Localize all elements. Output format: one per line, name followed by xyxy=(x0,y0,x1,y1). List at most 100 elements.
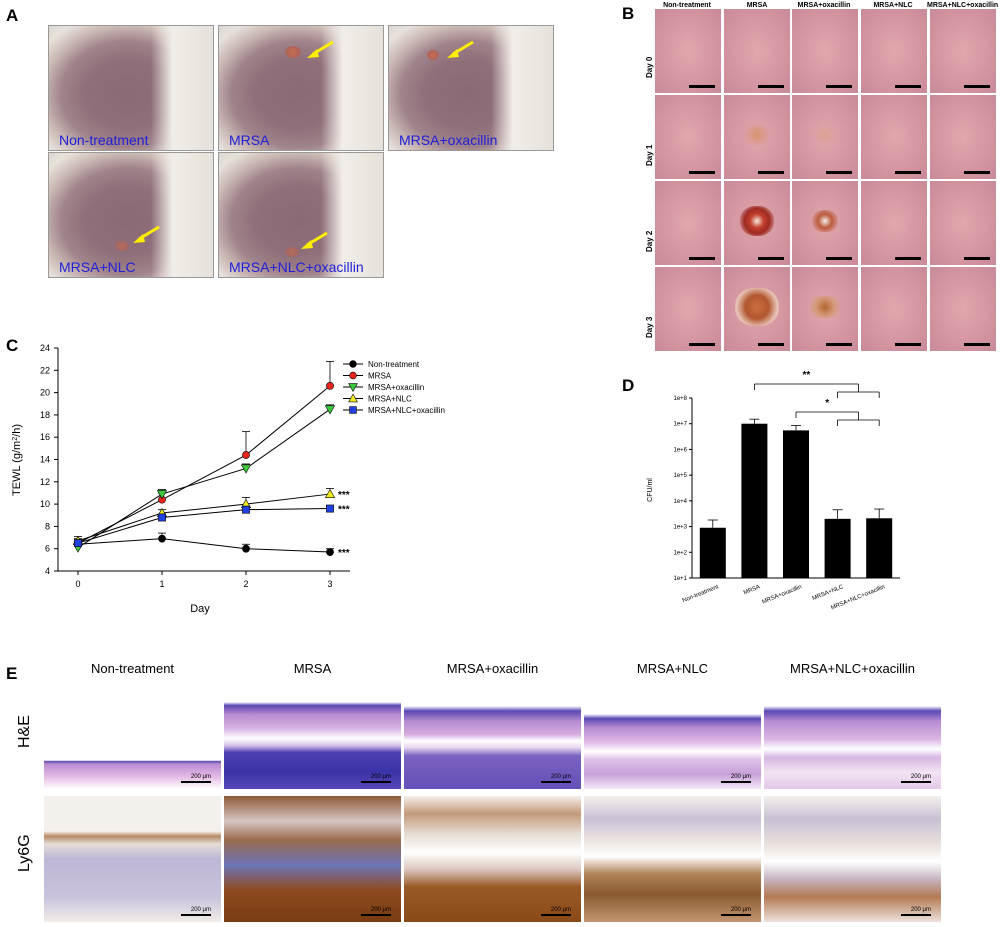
scale-bar xyxy=(758,343,784,346)
panel-b-row-label: Day 1 xyxy=(645,144,654,166)
photo-mrsa-nlc: MRSA+NLC xyxy=(48,152,214,278)
panel-b-column-header: MRSA+NLC xyxy=(873,2,913,9)
scale-bar-label: 200 μm xyxy=(370,774,391,780)
photo-label: MRSA+NLC xyxy=(59,259,136,275)
scale-bar xyxy=(964,343,990,346)
panel-b-skin-image xyxy=(791,266,859,352)
panel-b-skin-image xyxy=(654,266,722,352)
scale-bar xyxy=(689,85,715,88)
scale-bar xyxy=(826,171,852,174)
scale-bar xyxy=(721,914,751,916)
significance-label: *** xyxy=(338,505,350,516)
scale-bar xyxy=(895,257,921,260)
photo-label: MRSA+NLC+oxacillin xyxy=(229,259,364,275)
series-line xyxy=(77,493,331,542)
data-point xyxy=(242,451,250,459)
photo-mrsa-nlc-oxacillin: MRSA+NLC+oxacillin xyxy=(218,152,384,278)
photo-non-treatment: Non-treatment xyxy=(48,25,214,151)
y-tick-label: 16 xyxy=(40,432,50,442)
scale-bar xyxy=(541,914,571,916)
scale-bar-label: 200 μm xyxy=(550,907,571,913)
panel-letter-e: E xyxy=(6,664,18,683)
panel-b-row-label: Day 3 xyxy=(645,316,654,338)
x-axis-label: Day xyxy=(190,603,210,615)
data-point xyxy=(324,405,336,415)
scale-bar xyxy=(964,85,990,88)
panel-b-skin-image xyxy=(654,94,722,180)
photo-label: MRSA+oxacillin xyxy=(399,132,498,148)
data-point xyxy=(324,488,336,498)
data-point xyxy=(74,539,82,548)
photo-mrsa-oxacillin: MRSA+oxacillin xyxy=(388,25,554,151)
panel-letter-d: D xyxy=(622,376,635,395)
y-tick-label: 4 xyxy=(45,566,50,576)
scale-bar xyxy=(181,781,211,783)
y-tick-label: 1e+3 xyxy=(673,525,687,531)
y-tick-label: 18 xyxy=(40,410,50,420)
bar xyxy=(783,430,809,578)
scale-bar xyxy=(826,343,852,346)
y-tick-label: 12 xyxy=(40,477,50,487)
panel-b-skin-image xyxy=(723,8,791,94)
y-tick-label: 14 xyxy=(40,455,50,465)
x-tick-label: MRSA+NLC xyxy=(812,584,845,602)
x-tick-label: 0 xyxy=(75,579,80,589)
data-point xyxy=(326,382,334,390)
ly6g-stain-image: 200 μm xyxy=(764,796,941,922)
scale-bar xyxy=(758,257,784,260)
he-stain-image: 200 μm xyxy=(44,757,221,789)
x-tick-label: MRSA+oxacillin xyxy=(761,584,802,605)
data-point xyxy=(242,505,250,514)
scale-bar xyxy=(361,914,391,916)
panel-e-row-label-ly6g: Ly6G xyxy=(16,834,33,872)
panel-letter-a: A xyxy=(6,6,19,25)
panel-e-column-header: MRSA+oxacillin xyxy=(446,661,539,676)
photo-label: MRSA xyxy=(229,132,270,148)
panel-b-column-header: MRSA+NLC+oxacillin xyxy=(927,2,999,9)
legend-marker xyxy=(349,371,357,380)
scale-bar xyxy=(689,171,715,174)
series-line xyxy=(77,508,331,544)
panel-b-skin-image xyxy=(860,8,928,94)
scale-bar-label: 200 μm xyxy=(190,907,211,913)
panel-e-column-header: MRSA+NLC xyxy=(636,661,709,676)
scale-bar xyxy=(181,914,211,916)
data-point xyxy=(242,544,250,553)
he-stain-image: 200 μm xyxy=(584,714,761,789)
y-axis-label: CFU/ml xyxy=(647,478,654,502)
legend-marker xyxy=(348,393,358,403)
panel-b-skin-image xyxy=(929,94,997,180)
y-tick-label: 1e+1 xyxy=(673,576,687,582)
panel-e-column-header: Non-treatment xyxy=(90,661,175,676)
y-tick-label: 1e+4 xyxy=(673,499,687,505)
panel-e-row-label-he: H&E xyxy=(16,715,33,748)
panel-b-skin-image xyxy=(860,266,928,352)
y-tick-label: 24 xyxy=(40,343,50,353)
legend-label: MRSA+oxacillin xyxy=(368,383,424,392)
x-tick-label: Non-treatment xyxy=(682,584,720,604)
panel-b-skin-image xyxy=(723,180,791,266)
scale-bar-label: 200 μm xyxy=(190,774,211,780)
ly6g-stain-image: 200 μm xyxy=(224,796,401,922)
y-tick-label: 10 xyxy=(40,499,50,509)
panel-b-skin-image xyxy=(791,94,859,180)
legend-marker xyxy=(349,406,357,414)
significance-label: *** xyxy=(338,548,350,559)
scale-bar xyxy=(361,781,391,783)
panel-b-column-header: MRSA+oxacillin xyxy=(797,2,851,9)
scale-bar xyxy=(826,85,852,88)
panel-e-column-header: MRSA xyxy=(293,661,332,676)
data-point xyxy=(326,548,334,556)
legend-label: Non-treatment xyxy=(368,360,420,369)
y-tick-label: 1e+2 xyxy=(673,550,687,556)
panel-b-skin-image xyxy=(929,180,997,266)
legend-label: MRSA+NLC xyxy=(368,395,412,404)
scale-bar xyxy=(758,85,784,88)
panel-e-column-header: MRSA+NLC+oxacillin xyxy=(790,661,915,676)
bar xyxy=(866,518,893,578)
x-tick-label: 1 xyxy=(159,579,164,589)
scale-bar xyxy=(541,781,571,783)
panel-b-skin-image xyxy=(654,180,722,266)
series-line xyxy=(77,408,331,549)
he-stain-image: 200 μm xyxy=(224,702,401,789)
